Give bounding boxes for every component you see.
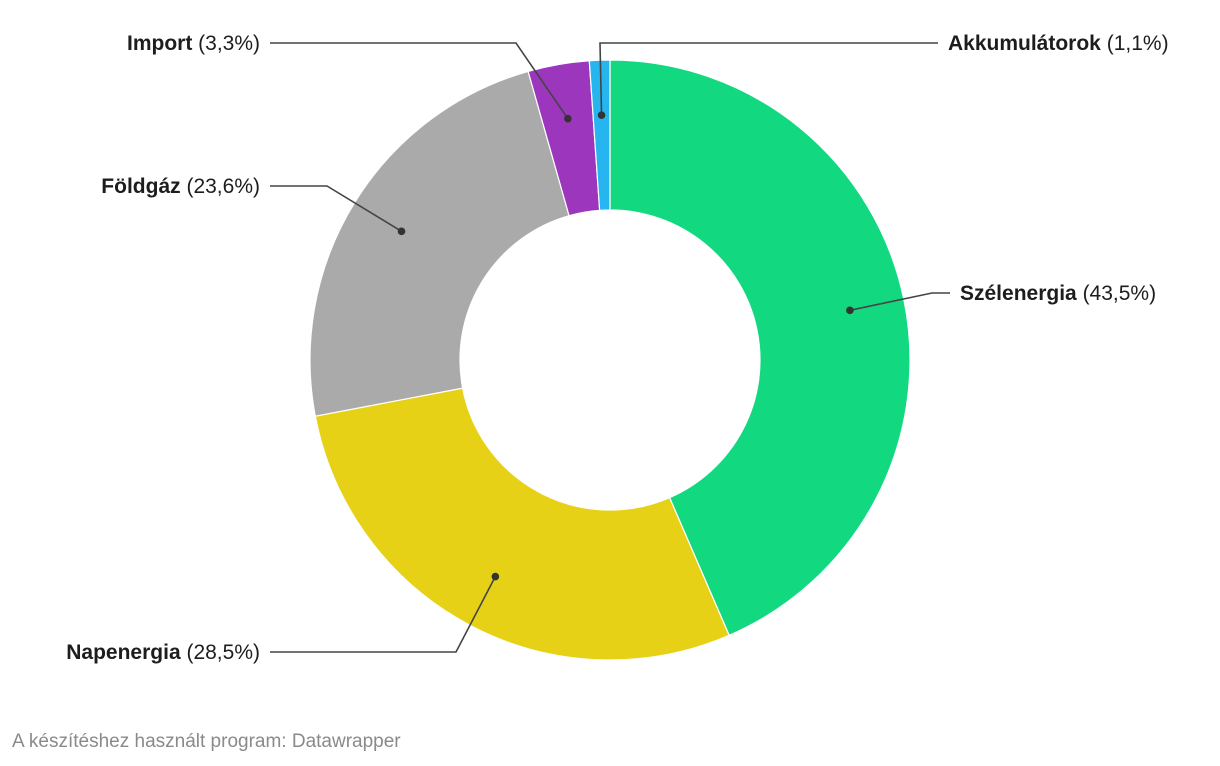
label-import: Import (3,3%) bbox=[127, 32, 260, 55]
label-foldgaz: Földgáz (23,6%) bbox=[101, 175, 260, 198]
leader-line-import bbox=[270, 42, 569, 120]
label-value: (28,5%) bbox=[181, 641, 260, 664]
leader-lines bbox=[270, 42, 950, 653]
leader-dot-szelenergia bbox=[846, 306, 854, 315]
label-name: Akkumulátorok bbox=[948, 32, 1101, 55]
slice-foldgaz bbox=[309, 70, 570, 417]
slice-szelenergia bbox=[609, 59, 911, 637]
label-akkumulatorok: Akkumulátorok (1,1%) bbox=[948, 32, 1169, 55]
leader-line-napenergia bbox=[270, 576, 497, 653]
label-name: Napenergia bbox=[66, 641, 181, 664]
label-name: Import bbox=[127, 32, 192, 55]
leader-dot-import bbox=[564, 114, 572, 123]
label-szelenergia: Szélenergia (43,5%) bbox=[960, 282, 1156, 305]
donut-slices bbox=[309, 59, 911, 661]
leader-line-szelenergia bbox=[849, 292, 950, 312]
slice-labels: Szélenergia (43,5%) Napenergia (28,5%) Föl… bbox=[66, 32, 1168, 664]
label-name: Földgáz bbox=[101, 175, 180, 198]
leader-line-akkumulatorok bbox=[599, 42, 938, 116]
slice-napenergia bbox=[314, 387, 730, 661]
label-value: (1,1%) bbox=[1101, 32, 1169, 55]
label-napenergia: Napenergia (28,5%) bbox=[66, 641, 260, 664]
leader-dot-foldgaz bbox=[397, 227, 406, 236]
leader-dot-akkumulatorok bbox=[597, 111, 606, 119]
label-value: (23,6%) bbox=[181, 175, 260, 198]
slice-akkumulatorok bbox=[588, 59, 611, 211]
leader-line-foldgaz bbox=[270, 185, 402, 233]
label-value: (3,3%) bbox=[192, 32, 260, 55]
leader-dot-napenergia bbox=[491, 572, 500, 581]
label-name: Szélenergia bbox=[960, 282, 1077, 305]
footer-credit: A készítéshez használt program: Datawrap… bbox=[12, 731, 401, 752]
label-value: (43,5%) bbox=[1077, 282, 1156, 305]
